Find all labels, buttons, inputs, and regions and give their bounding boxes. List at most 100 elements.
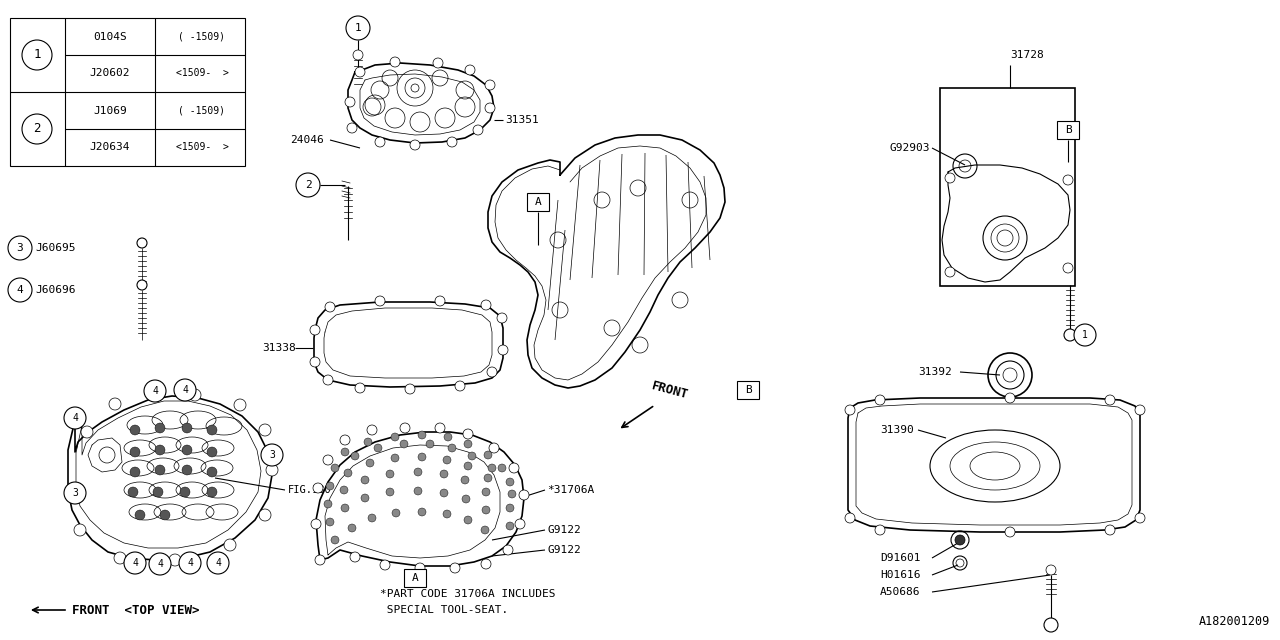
Text: 31351: 31351 [506,115,539,125]
Circle shape [189,389,201,401]
Circle shape [180,487,189,497]
Circle shape [174,379,196,401]
Circle shape [344,469,352,477]
Circle shape [346,97,355,107]
Circle shape [64,407,86,429]
Circle shape [489,443,499,453]
Circle shape [1062,175,1073,185]
Circle shape [323,375,333,385]
Text: 31392: 31392 [918,367,952,377]
Circle shape [22,40,52,70]
Text: 1: 1 [1082,330,1088,340]
Text: 4: 4 [157,559,163,569]
Text: 4: 4 [182,385,188,395]
Circle shape [347,123,357,133]
Text: 4: 4 [17,285,23,295]
Circle shape [419,508,426,516]
Circle shape [369,514,376,522]
Circle shape [143,380,166,402]
Circle shape [207,467,218,477]
Text: 4: 4 [215,558,221,568]
Bar [940,88,1075,286]
Circle shape [160,510,170,520]
Circle shape [155,423,165,433]
Circle shape [484,474,492,482]
Circle shape [169,554,180,566]
Circle shape [361,494,369,502]
Circle shape [324,500,332,508]
Circle shape [506,478,515,486]
Circle shape [518,490,529,500]
Circle shape [506,522,515,530]
Bar [404,569,426,587]
Circle shape [399,423,410,433]
Circle shape [179,552,201,574]
Circle shape [355,383,365,393]
Circle shape [845,405,855,415]
Circle shape [411,84,419,92]
Text: 4: 4 [152,386,157,396]
Circle shape [137,238,147,248]
Bar [527,193,549,211]
Circle shape [1005,527,1015,537]
Circle shape [447,137,457,147]
Circle shape [435,296,445,306]
Circle shape [503,545,513,555]
Circle shape [390,454,399,462]
Circle shape [498,345,508,355]
Circle shape [468,452,476,460]
Circle shape [310,357,320,367]
Text: FRONT: FRONT [650,380,690,402]
Circle shape [390,57,399,67]
Circle shape [296,173,320,197]
Circle shape [443,510,451,518]
Circle shape [326,518,334,526]
Circle shape [351,452,358,460]
Circle shape [515,519,525,529]
Text: J60696: J60696 [35,285,76,295]
Circle shape [374,444,381,452]
Text: 0104S: 0104S [93,31,127,42]
Text: 4: 4 [187,558,193,568]
Circle shape [481,526,489,534]
Text: J20634: J20634 [90,143,131,152]
Circle shape [390,433,399,441]
Circle shape [207,447,218,457]
Circle shape [506,504,515,512]
Circle shape [375,137,385,147]
Circle shape [148,553,172,575]
Circle shape [876,525,884,535]
Circle shape [340,504,349,512]
Text: 31390: 31390 [881,425,914,435]
Circle shape [404,384,415,394]
Circle shape [876,395,884,405]
Circle shape [1064,329,1076,341]
Circle shape [261,444,283,466]
Text: A50686: A50686 [881,587,920,597]
Circle shape [182,423,192,433]
Text: *PART CODE 31706A INCLUDES: *PART CODE 31706A INCLUDES [380,589,556,599]
Circle shape [433,58,443,68]
Circle shape [349,552,360,562]
Circle shape [497,313,507,323]
Circle shape [1105,395,1115,405]
Circle shape [8,278,32,302]
Circle shape [234,399,246,411]
Text: J20602: J20602 [90,68,131,79]
Circle shape [366,459,374,467]
Text: 3: 3 [17,243,23,253]
Circle shape [109,398,122,410]
Circle shape [481,559,492,569]
Text: 2: 2 [33,122,41,136]
Circle shape [323,455,333,465]
Circle shape [332,464,339,472]
Circle shape [131,447,140,457]
Circle shape [266,464,278,476]
Text: 3: 3 [269,450,275,460]
Text: <1509-  >: <1509- > [175,68,228,79]
Circle shape [465,440,472,448]
Circle shape [346,16,370,40]
Circle shape [154,487,163,497]
Circle shape [392,509,399,517]
Circle shape [465,462,472,470]
